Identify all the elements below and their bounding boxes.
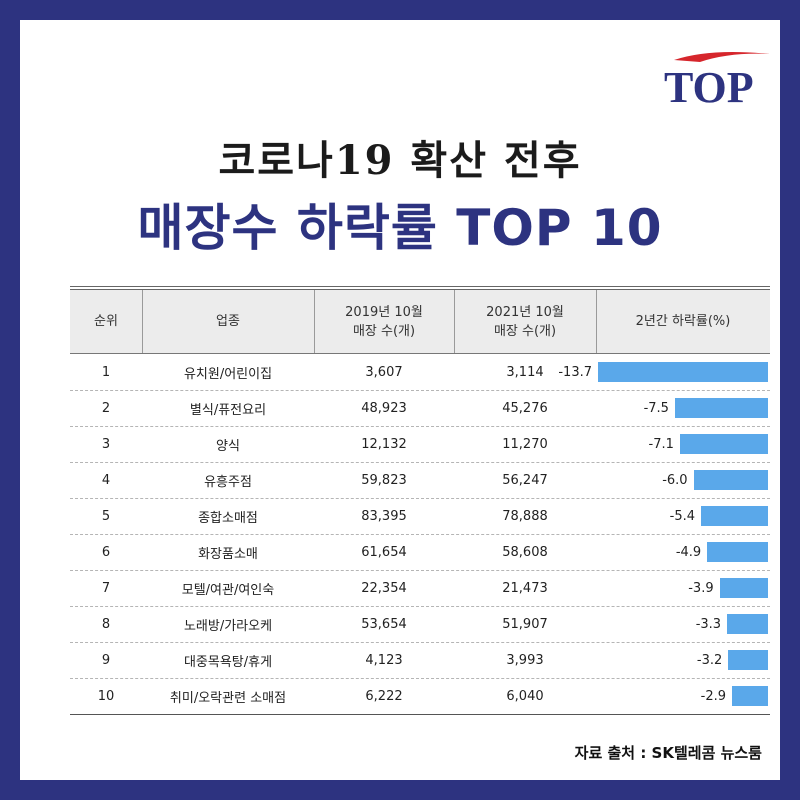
category-cell: 대중목욕탕/휴게 [183,654,273,670]
decline-bar [693,470,768,490]
count-2019-cell: 4,123 [365,652,403,668]
table-row: 2 별식/퓨전요리 48,923 45,276 -7.5 [70,390,770,427]
count-2019-cell: 59,823 [361,472,407,488]
decline-bar [707,542,768,562]
decline-bar [679,434,768,454]
rank-cell: 10 [97,688,115,704]
count-2019-cell: 12,132 [361,436,407,452]
category-cell: 취미/오락관련 소매점 [169,690,287,706]
infographic-card: TOP 코로나19 확산 전후 매장수 하락률 TOP 10 순위 업종 201… [20,20,780,780]
logo-text: TOP [664,63,754,110]
count-2021-cell: 45,276 [502,400,548,416]
count-2021-cell: 21,473 [502,580,548,596]
table-top-border-inner [70,289,770,290]
decline-value-label: -3.2 [696,652,723,668]
count-2021-cell: 58,608 [502,544,548,560]
count-2021-cell: 3,993 [506,652,544,668]
category-cell: 모텔/여관/여인숙 [181,582,275,598]
decline-value-label: -2.9 [700,688,727,704]
decline-bar [674,398,768,418]
title-line2: 매장수 하락률 TOP 10 [137,199,663,257]
rank-cell: 4 [101,472,111,488]
count-2019-cell: 3,607 [365,364,403,380]
table-row: 6 화장품소매 61,654 58,608 -4.9 [70,534,770,571]
table-header: 순위 업종 2019년 10월 매장 수(개) 2021년 10월 매장 수(개) … [70,290,770,354]
decline-value-label: -3.3 [695,616,722,632]
count-2021-cell: 3,114 [506,364,544,380]
count-2021-cell: 78,888 [502,508,548,524]
count-2021-cell: 6,040 [506,688,544,704]
decline-value-label: -7.5 [643,400,669,416]
header-rank: 순위 [70,290,143,353]
table-row: 4 유흥주점 59,823 56,247 -6.0 [70,462,770,499]
header-2019: 2019년 10월 매장 수(개) [314,290,455,353]
category-cell: 노래방/가라오케 [183,618,273,634]
rank-cell: 7 [101,580,111,596]
count-2019-cell: 61,654 [361,544,407,560]
header-2021: 2021년 10월 매장 수(개) [454,290,597,353]
decline-value-label: -5.4 [669,508,695,524]
decline-bar [719,578,768,598]
rank-cell: 9 [101,652,111,668]
count-2019-cell: 53,654 [361,616,407,632]
decline-value-label: -4.9 [675,544,702,560]
category-cell: 유치원/어린이집 [183,366,273,382]
table-row: 1 유치원/어린이집 3,607 3,114 -13.7 [70,354,770,391]
title-line1: 코로나19 확산 전후 [218,137,582,184]
rank-cell: 8 [101,616,111,632]
count-2021-cell: 11,270 [502,436,548,452]
rank-cell: 5 [101,508,111,524]
table-top-border [70,286,770,287]
table-row: 8 노래방/가라오케 53,654 51,907 -3.3 [70,606,770,643]
decline-value-label: -7.1 [648,436,674,452]
count-2021-cell: 51,907 [502,616,548,632]
count-2019-cell: 6,222 [365,688,403,704]
header-decline: 2년간 하락률(%) [635,314,731,329]
rank-cell: 3 [101,436,111,452]
count-2019-cell: 22,354 [361,580,407,596]
table-row: 9 대중목욕탕/휴게 4,123 3,993 -3.2 [70,642,770,679]
decline-value-label: -13.7 [558,364,592,380]
decline-bar [700,506,768,526]
category-cell: 화장품소매 [198,546,258,562]
table-row: 5 종합소매점 83,395 78,888 -5.4 [70,498,770,535]
decline-bar [727,614,768,634]
source-note: 자료 출처 : SK텔레콤 뉴스룸 [574,744,762,762]
logo-swoosh [674,52,770,62]
rank-cell: 2 [101,400,111,416]
count-2019-cell: 48,923 [361,400,407,416]
count-2021-cell: 56,247 [502,472,548,488]
decline-bar [598,362,768,382]
decline-bar [732,686,768,706]
rank-cell: 1 [101,364,111,380]
table-row: 10 취미/오락관련 소매점 6,222 6,040 -2.9 [70,678,770,714]
category-cell: 유흥주점 [204,474,252,490]
decline-bar [728,650,768,670]
count-2019-cell: 83,395 [361,508,407,524]
top-logo: TOP [664,52,770,110]
category-cell: 양식 [216,438,240,454]
table-row: 3 양식 12,132 11,270 -7.1 [70,426,770,463]
decline-value-label: -3.9 [688,580,714,596]
decline-value-label: -6.0 [662,472,688,488]
table-bottom-border [70,714,770,715]
rank-cell: 6 [101,544,111,560]
table-row: 7 모텔/여관/여인숙 22,354 21,473 -3.9 [70,570,770,607]
category-cell: 종합소매점 [198,510,258,526]
category-cell: 별식/퓨전요리 [189,402,267,418]
header-category: 업종 [142,290,315,353]
